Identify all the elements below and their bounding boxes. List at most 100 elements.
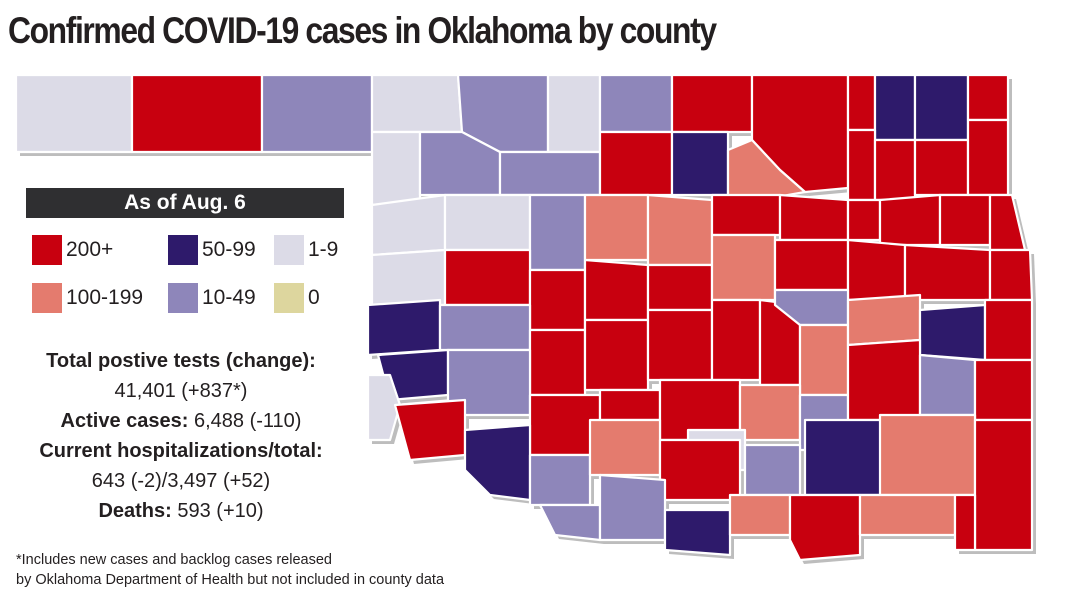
county-s1 <box>463 423 532 502</box>
county-sw1 <box>366 298 442 357</box>
county-b3 <box>663 508 732 557</box>
county-b1 <box>538 503 602 542</box>
county-e10 <box>983 298 1034 362</box>
total-tests-label: Total postive tests (change): <box>46 350 316 372</box>
county-b7 <box>953 493 977 552</box>
county-ne4 <box>966 118 1010 197</box>
legend-item-100-199: 100-199 <box>32 283 143 313</box>
county-w10 <box>443 248 532 307</box>
legend-item-1-9: 1-9 <box>274 235 338 265</box>
county-s9 <box>973 418 1034 552</box>
county-c3 <box>710 193 782 237</box>
legend-label-1-9: 1-9 <box>308 238 339 261</box>
panhandle-middle <box>130 73 264 154</box>
county-c7 <box>646 263 714 312</box>
active-cases-value: 6,488 (-110) <box>193 410 302 432</box>
county-c4 <box>778 193 850 242</box>
legend-label-zero: 0 <box>308 286 320 309</box>
county-layer <box>14 73 1034 562</box>
legend-swatch-zero <box>274 283 304 313</box>
county-n5 <box>670 73 754 134</box>
legend-item-10-49: 10-49 <box>168 283 256 313</box>
legend-swatch-10-49 <box>168 283 198 313</box>
county-b6 <box>858 493 957 537</box>
county-w11 <box>438 303 532 352</box>
county-c6 <box>583 258 650 322</box>
deaths-value: 593 (+10) <box>177 500 264 522</box>
county-c16 <box>798 323 850 397</box>
county-w5 <box>670 130 730 197</box>
footnote-line-2: by Oklahoma Department of Health but not… <box>16 572 445 588</box>
legend-item-200-plus: 200+ <box>32 235 113 265</box>
county-w3 <box>498 150 602 197</box>
active-cases-label: Active cases: <box>60 410 189 432</box>
legend-label-50-99: 50-99 <box>202 238 256 261</box>
county-w6 <box>370 193 447 257</box>
county-w4 <box>598 130 674 197</box>
legend-item-50-99: 50-99 <box>168 235 256 265</box>
hospitalizations-label: Current hospitalizations/total: <box>39 440 323 462</box>
footnote-line-1: *Includes new cases and backlog cases re… <box>16 552 332 568</box>
legend-label-100-199: 100-199 <box>66 286 144 309</box>
legend-item-zero: 0 <box>274 283 320 313</box>
county-sw3 <box>366 373 402 442</box>
county-b4 <box>728 493 792 537</box>
county-c9 <box>773 238 850 292</box>
county-b5 <box>788 493 862 562</box>
county-e7 <box>988 248 1034 302</box>
county-c18 <box>598 388 662 422</box>
panhandle-east <box>260 73 374 154</box>
legend-swatch-200-plus <box>32 235 62 265</box>
county-s3 <box>588 418 662 477</box>
county-ne1 <box>846 128 877 202</box>
county-w7 <box>443 193 532 252</box>
panhandle-west <box>14 73 134 154</box>
county-e2 <box>878 193 942 247</box>
county-e12 <box>918 353 977 417</box>
county-n8 <box>873 73 917 142</box>
county-c10 <box>528 328 587 397</box>
legend-swatch-100-199 <box>32 283 62 313</box>
county-sw4 <box>393 398 467 462</box>
county-n9 <box>913 73 970 142</box>
county-c5 <box>528 268 587 332</box>
legend-heading: As of Aug. 6 <box>26 188 344 218</box>
county-s6 <box>743 443 802 497</box>
county-c11 <box>583 318 650 392</box>
county-s7 <box>803 418 892 497</box>
county-e9 <box>918 303 987 362</box>
county-s8 <box>878 413 977 497</box>
county-b2 <box>598 473 667 542</box>
county-e11 <box>846 338 922 422</box>
deaths-label: Deaths: <box>98 500 172 522</box>
legend-swatch-50-99 <box>168 235 198 265</box>
total-tests-value: 41,401 (+837*) <box>114 380 248 402</box>
county-ne3 <box>913 138 970 197</box>
deaths: Deaths: 593 (+10) <box>8 496 354 526</box>
county-s5 <box>658 438 742 502</box>
county-n1 <box>370 73 464 134</box>
active-cases: Active cases: 6,488 (-110) <box>8 406 354 436</box>
map-title: Confirmed COVID-19 cases in Oklahoma by … <box>8 10 717 51</box>
county-e6 <box>903 243 992 302</box>
county-c2 <box>646 193 714 267</box>
county-c12 <box>646 308 714 382</box>
stats-block: Total postive tests (change): 41,401 (+8… <box>8 346 354 526</box>
county-c13 <box>710 298 762 382</box>
county-e8 <box>846 293 922 347</box>
county-ne2 <box>873 138 917 202</box>
county-c20 <box>738 383 802 442</box>
legend-swatch-1-9 <box>274 235 304 265</box>
county-n3 <box>546 73 602 154</box>
hospitalizations-value: 643 (-2)/3,497 (+52) <box>91 470 271 492</box>
legend-label-200-plus: 200+ <box>66 238 114 261</box>
county-n7 <box>846 73 877 132</box>
county-w8 <box>528 193 587 272</box>
county-e5 <box>846 238 907 302</box>
county-s2 <box>528 453 592 507</box>
county-e3 <box>938 193 992 247</box>
county-n4 <box>598 73 674 134</box>
footnote: *Includes new cases and backlog cases re… <box>16 550 444 590</box>
county-c1 <box>583 193 650 262</box>
